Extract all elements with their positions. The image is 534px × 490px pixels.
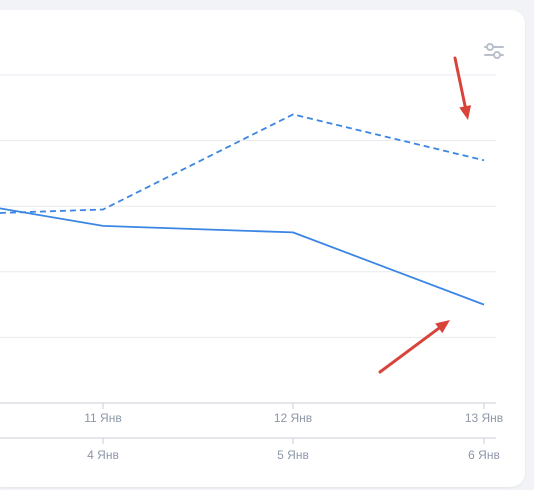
x-tick-label: 4 Янв: [87, 448, 119, 462]
x-tick-label: 12 Янв: [274, 411, 312, 425]
series-group: [0, 113, 485, 306]
chart-card: 11 Янв 12 Янв 13 Янв 4 Янв 5 Янв 6 Янв: [0, 10, 525, 487]
annotation-arrow: [453, 56, 471, 120]
x-tick-label: 6 Янв: [468, 448, 500, 462]
line-chart: 11 Янв 12 Янв 13 Янв 4 Янв 5 Янв 6 Янв: [0, 56, 503, 462]
x-tick-label: 11 Янв: [84, 411, 121, 425]
series-line-dashed: [0, 113, 485, 214]
grid-lines: [0, 74, 496, 404]
annotation-arrow: [378, 320, 450, 374]
x-tick-label: 13 Янв: [465, 411, 503, 425]
x-tick-label: 5 Янв: [277, 448, 309, 462]
x-axis-current: 11 Янв 12 Янв 13 Янв: [84, 403, 503, 425]
annotation-arrows: [378, 56, 471, 374]
x-axis-previous: 4 Янв 5 Янв 6 Янв: [0, 437, 500, 462]
series-line-solid: [0, 207, 485, 306]
sliders-icon[interactable]: [482, 40, 506, 64]
